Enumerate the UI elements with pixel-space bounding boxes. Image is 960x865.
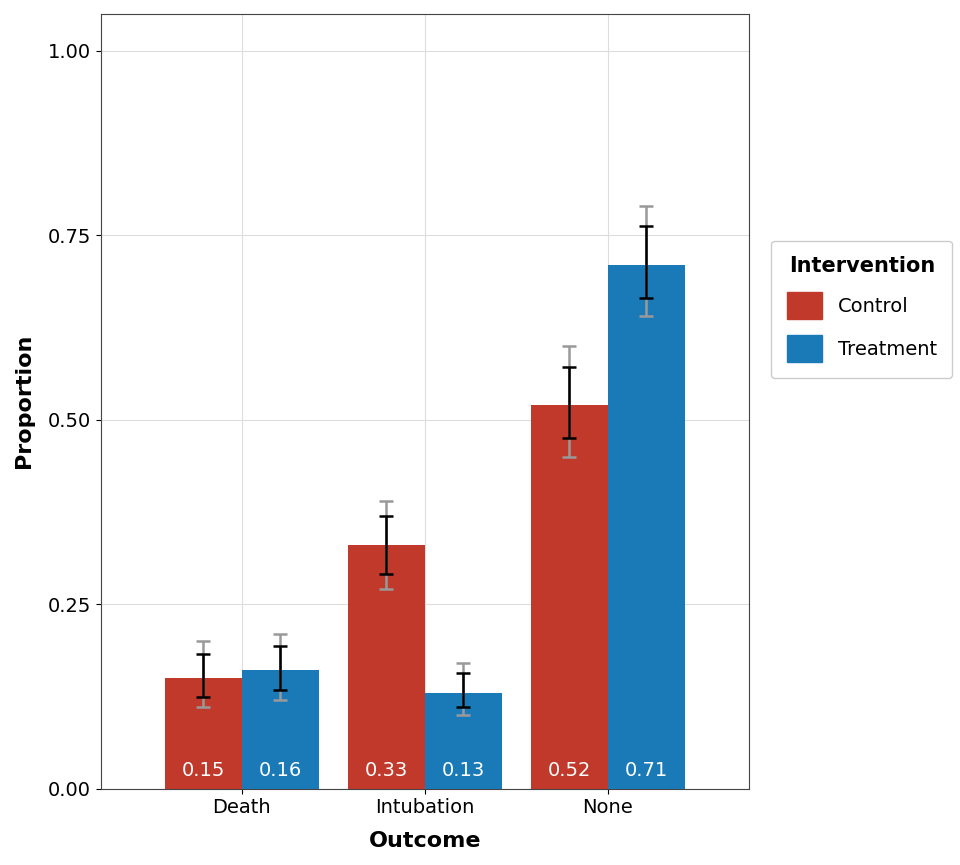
Legend: Control, Treatment: Control, Treatment [772,240,952,378]
Text: 0.13: 0.13 [442,760,485,779]
Bar [348,545,425,789]
Text: 0.15: 0.15 [181,760,225,779]
Bar [165,678,242,789]
Y-axis label: Proportion: Proportion [13,334,34,468]
Bar [531,405,608,789]
Text: 0.33: 0.33 [365,760,408,779]
X-axis label: Outcome: Outcome [369,831,481,851]
Text: 0.71: 0.71 [625,760,668,779]
Bar [608,265,684,789]
Bar [242,670,319,789]
Text: 0.16: 0.16 [258,760,301,779]
Bar [425,693,502,789]
Text: 0.52: 0.52 [548,760,591,779]
